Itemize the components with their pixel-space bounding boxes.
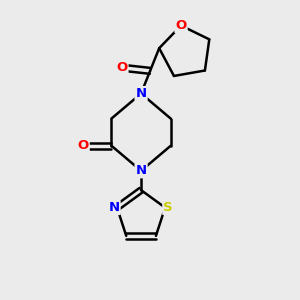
Text: O: O	[176, 19, 187, 32]
Text: O: O	[77, 139, 89, 152]
Text: N: N	[136, 164, 147, 177]
Text: S: S	[163, 201, 173, 214]
Text: N: N	[136, 87, 147, 100]
Text: N: N	[109, 201, 120, 214]
Text: O: O	[116, 61, 128, 74]
